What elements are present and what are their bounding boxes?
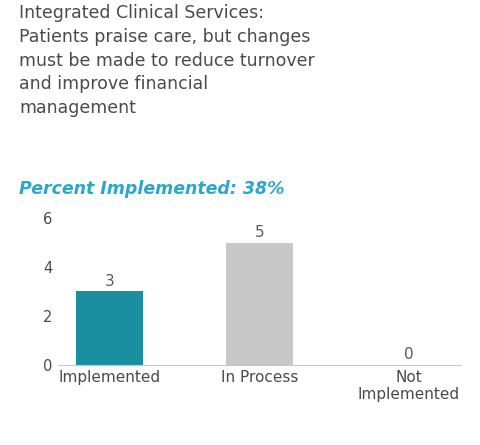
Text: 3: 3 — [105, 274, 114, 289]
Text: 0: 0 — [404, 348, 414, 362]
Text: Percent Implemented: 38%: Percent Implemented: 38% — [19, 180, 285, 198]
Bar — [226, 243, 293, 365]
Text: 5: 5 — [254, 225, 264, 240]
Bar — [76, 291, 143, 365]
Text: Integrated Clinical Services:
Patients praise care, but changes
must be made to : Integrated Clinical Services: Patients p… — [19, 4, 315, 117]
